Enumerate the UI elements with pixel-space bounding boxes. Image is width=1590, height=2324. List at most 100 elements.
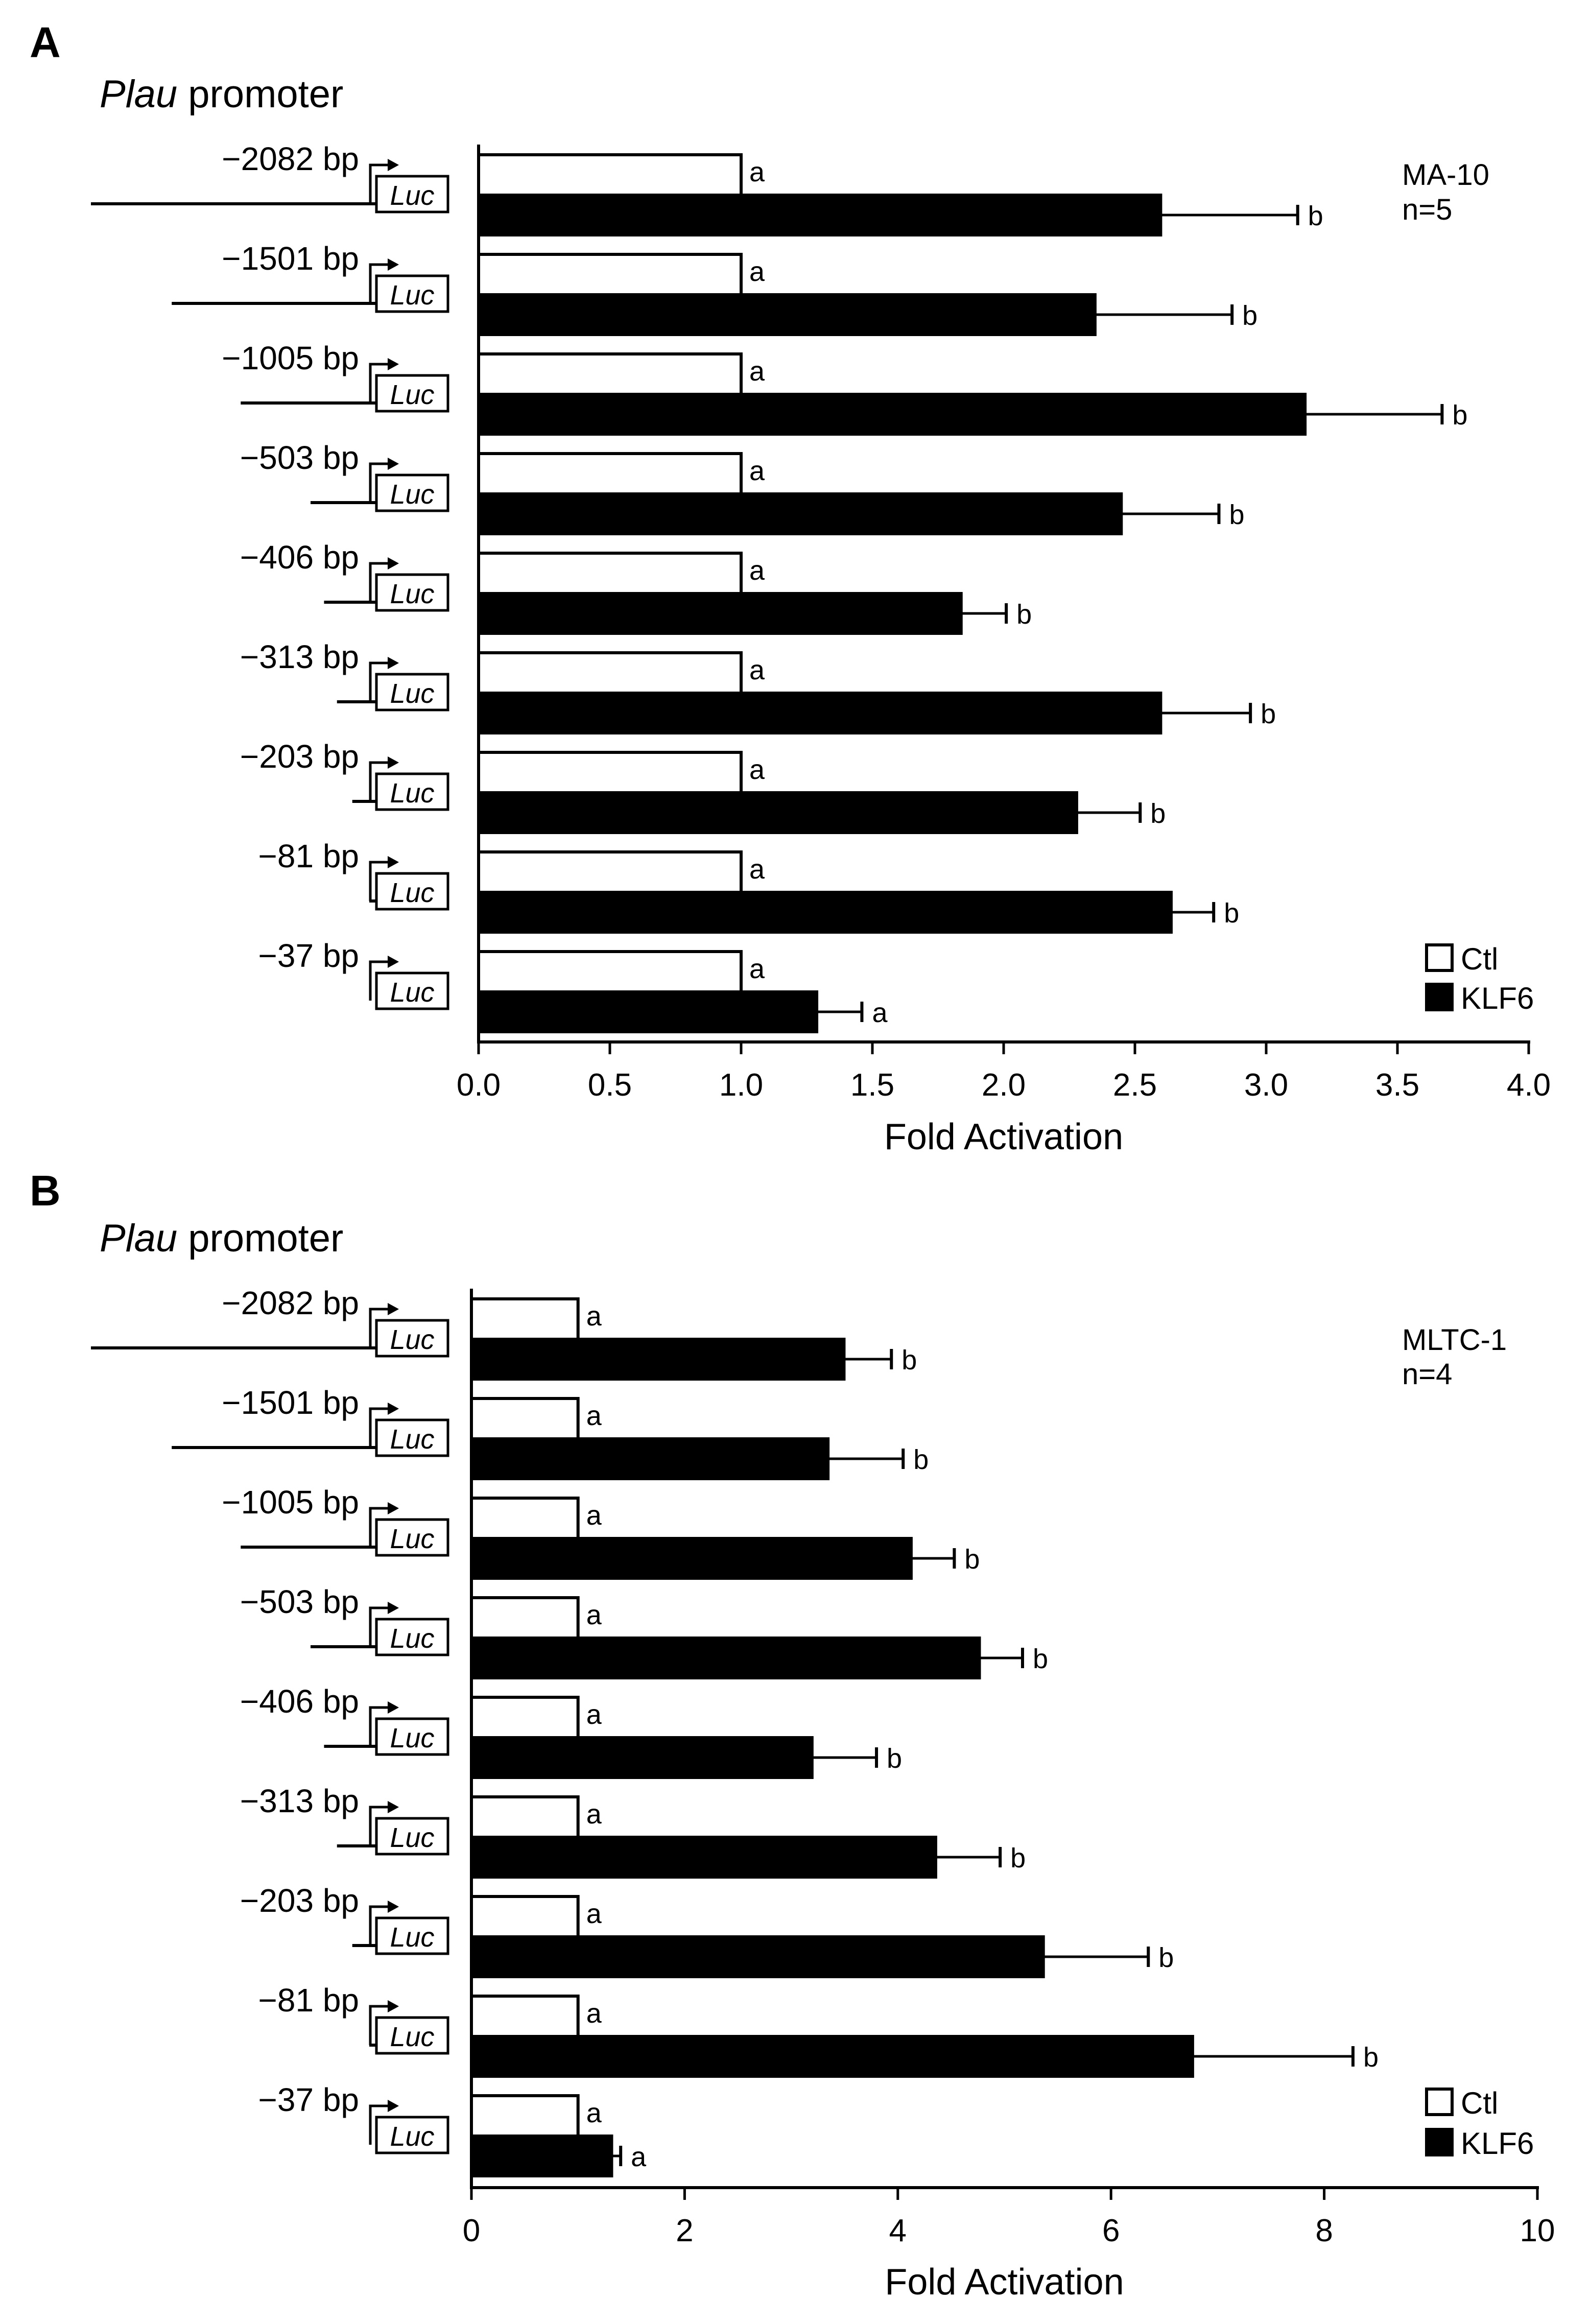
n-label: n=5 <box>1402 193 1452 226</box>
tss-arrow-icon <box>388 358 399 370</box>
x-tick-label: 6 <box>1102 2213 1120 2248</box>
construct-label: −1005 bp <box>222 1484 359 1521</box>
luc-label: Luc <box>390 280 434 311</box>
significance-letter: a <box>586 1301 602 1332</box>
tss-arrow-shaft <box>369 2104 391 2145</box>
significance-letter: a <box>586 1401 602 1431</box>
tss-arrow-shaft <box>369 2005 391 2045</box>
significance-letter: b <box>1363 2042 1379 2073</box>
tss-arrow-shaft <box>369 363 391 403</box>
construct-label: −503 bp <box>240 439 359 476</box>
significance-letter: a <box>631 2142 647 2172</box>
luc-label: Luc <box>390 2121 434 2152</box>
title-gene: Plau <box>100 73 177 116</box>
tss-arrow-icon <box>388 1801 399 1813</box>
bar-ctl <box>477 552 743 596</box>
significance-letter: b <box>1452 400 1467 431</box>
legend-klf6-label: KLF6 <box>1461 2126 1534 2161</box>
luc-box <box>375 1319 449 1358</box>
tss-arrow-shaft <box>369 1905 391 1946</box>
bar-ctl <box>470 1596 580 1640</box>
significance-letter: a <box>749 157 765 187</box>
construct-label: −2082 bp <box>222 140 359 177</box>
significance-letter: a <box>749 555 765 586</box>
chart-title: Plau promoter <box>100 73 343 116</box>
bar-ctl <box>477 850 743 894</box>
x-tick-label: 4 <box>889 2213 907 2248</box>
bar-ctl <box>477 452 743 496</box>
bar-klf6 <box>470 2035 1194 2078</box>
luc-label: Luc <box>390 1524 434 1554</box>
tss-arrow-icon <box>388 458 399 470</box>
bar-ctl <box>470 1795 580 1839</box>
luc-label: Luc <box>390 380 434 410</box>
construct-label: −406 bp <box>240 539 359 576</box>
tss-arrow-shaft <box>369 1407 391 1448</box>
bar-klf6 <box>470 1935 1045 1978</box>
construct-label: −37 bp <box>258 937 359 974</box>
x-axis-label: Fold Activation <box>884 1117 1123 1157</box>
luc-box <box>375 1618 449 1656</box>
x-tick-label: 2.0 <box>982 1068 1026 1103</box>
tss-arrow-shaft <box>369 1308 391 1348</box>
construct-label: −2082 bp <box>222 1285 359 1321</box>
tss-arrow-shaft <box>369 1806 391 1846</box>
significance-letter: a <box>749 854 765 885</box>
bar-klf6 <box>478 492 1123 535</box>
tss-arrow-icon <box>388 856 399 868</box>
tss-arrow-shaft <box>369 1606 391 1647</box>
luc-box <box>375 971 449 1010</box>
significance-letter: b <box>1308 201 1323 231</box>
luc-label: Luc <box>390 1822 434 1853</box>
significance-letter: a <box>586 1600 602 1630</box>
bar-klf6 <box>478 592 963 635</box>
luc-label: Luc <box>390 1922 434 1953</box>
luc-label: Luc <box>390 778 434 809</box>
legend-ctl-label: Ctl <box>1461 2086 1498 2120</box>
tss-arrow-icon <box>388 1602 399 1614</box>
bar-klf6 <box>478 692 1162 734</box>
bar-klf6 <box>470 1637 981 1679</box>
significance-letter: a <box>586 1500 602 1531</box>
bar-klf6 <box>478 990 819 1033</box>
tss-arrow-icon <box>388 756 399 769</box>
luc-box <box>375 1418 449 1457</box>
significance-letter: b <box>1158 1942 1174 1973</box>
tss-arrow-icon <box>388 1303 399 1315</box>
bar-ctl <box>470 2094 580 2138</box>
x-tick-label: 0.0 <box>457 1068 501 1103</box>
bar-klf6 <box>478 891 1173 934</box>
tss-arrow-icon <box>388 1701 399 1714</box>
legend-ctl-label: Ctl <box>1461 942 1498 976</box>
significance-letter: b <box>1224 898 1239 929</box>
significance-letter: a <box>749 256 765 287</box>
luc-label: Luc <box>390 1623 434 1654</box>
significance-letter: a <box>749 655 765 685</box>
bar-ctl <box>470 1696 580 1740</box>
luc-label: Luc <box>390 678 434 709</box>
tss-arrow-icon <box>388 258 399 271</box>
significance-letter: b <box>901 1345 917 1376</box>
x-tick-label: 2 <box>676 2213 693 2248</box>
luc-box <box>375 2116 449 2154</box>
luc-box <box>375 772 449 811</box>
tss-arrow-shaft <box>369 761 391 801</box>
significance-letter: b <box>1229 500 1244 530</box>
bar-klf6 <box>470 2135 613 2177</box>
tss-arrow-shaft <box>369 562 391 602</box>
cell-line-label: MLTC-1 <box>1402 1323 1507 1357</box>
bar-ctl <box>470 1895 580 1939</box>
construct-label: −81 bp <box>258 1982 359 2019</box>
bar-klf6 <box>470 1437 830 1480</box>
x-axis-label: Fold Activation <box>885 2262 1124 2303</box>
luc-label: Luc <box>390 180 434 211</box>
x-tick-label: 3.0 <box>1244 1068 1288 1103</box>
tss-arrow-shaft <box>369 462 391 503</box>
significance-letter: a <box>872 998 888 1028</box>
bar-ctl <box>477 751 743 795</box>
n-label: n=4 <box>1402 1358 1452 1391</box>
bar-klf6 <box>478 791 1078 834</box>
significance-letter: a <box>749 754 765 785</box>
construct-label: −406 bp <box>240 1683 359 1720</box>
tss-arrow-icon <box>388 956 399 968</box>
